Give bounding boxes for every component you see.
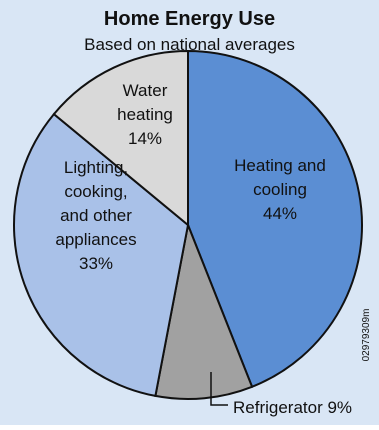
chart-subtitle: Based on national averages (84, 35, 295, 54)
label-line: and other (60, 206, 132, 225)
label-water-heating: Water heating 14% (117, 81, 173, 148)
label-refrigerator: Refrigerator 9% (233, 398, 352, 417)
slice-refrigerator (154, 221, 254, 400)
pie-slices (13, 49, 363, 400)
slice-heating-cooling (187, 49, 363, 389)
refrigerator-callout-line (210, 372, 228, 406)
label-line: 33% (79, 254, 113, 273)
label-line: Water (123, 81, 168, 100)
label-line: 44% (263, 204, 297, 223)
pie-labels: Heating and cooling 44% Refrigerator 9% Ligh… (55, 81, 352, 417)
label-line: Heating and (234, 156, 326, 175)
label-line: heating (117, 105, 173, 124)
label-line: 14% (128, 129, 162, 148)
chart-title: Home Energy Use (104, 8, 275, 30)
label-heating-cooling: Heating and cooling 44% (234, 156, 326, 223)
image-code-label: 02979309m (361, 309, 372, 362)
slice-lighting-cooking-appliances (13, 112, 190, 398)
label-line: appliances (55, 230, 136, 249)
label-line: Refrigerator 9% (233, 398, 352, 417)
label-line: cooling (253, 180, 307, 199)
label-line: cooking, (64, 182, 127, 201)
label-line: Lighting, (64, 158, 128, 177)
label-lighting-cooking-appliances: Lighting, cooking, and other appliances 33% (55, 158, 136, 273)
slice-water-heating (52, 49, 189, 228)
